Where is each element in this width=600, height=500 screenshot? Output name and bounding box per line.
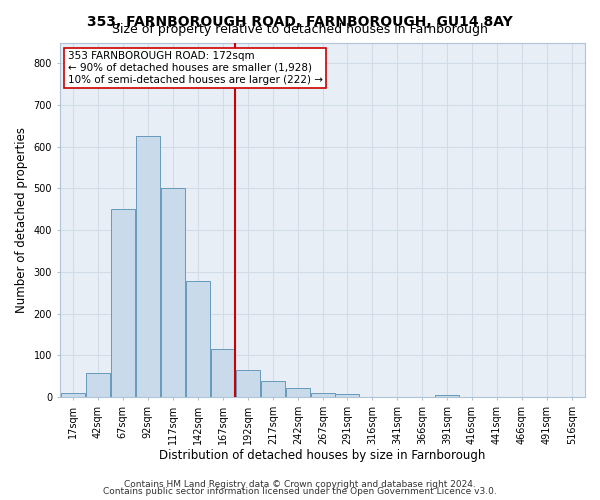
Bar [435,395,459,397]
Bar [161,188,185,397]
Text: 353, FARNBOROUGH ROAD, FARNBOROUGH, GU14 8AY: 353, FARNBOROUGH ROAD, FARNBOROUGH, GU14… [87,15,513,29]
Bar [86,373,110,397]
Bar [211,349,235,397]
Bar [261,381,285,397]
Bar [286,388,310,397]
Bar [61,393,85,397]
Bar [311,393,335,397]
Bar [111,210,135,397]
Bar [186,281,210,397]
Bar [236,370,260,397]
Text: Contains public sector information licensed under the Open Government Licence v3: Contains public sector information licen… [103,487,497,496]
Text: Contains HM Land Registry data © Crown copyright and database right 2024.: Contains HM Land Registry data © Crown c… [124,480,476,489]
Text: 353 FARNBOROUGH ROAD: 172sqm
← 90% of detached houses are smaller (1,928)
10% of: 353 FARNBOROUGH ROAD: 172sqm ← 90% of de… [68,52,323,84]
X-axis label: Distribution of detached houses by size in Farnborough: Distribution of detached houses by size … [159,450,485,462]
Y-axis label: Number of detached properties: Number of detached properties [15,126,28,312]
Bar [136,136,160,397]
Bar [335,394,359,397]
Text: Size of property relative to detached houses in Farnborough: Size of property relative to detached ho… [112,22,488,36]
